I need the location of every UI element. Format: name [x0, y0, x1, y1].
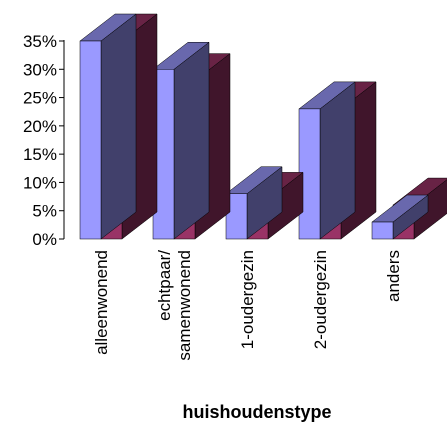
bar-front	[225, 193, 248, 240]
bars-group	[79, 13, 447, 240]
y-tick-label: 0%	[32, 230, 57, 249]
bar	[298, 81, 356, 240]
x-category-label: alleenwonend	[92, 250, 111, 355]
y-tick-label: 25%	[23, 89, 57, 108]
bar-side	[319, 81, 356, 240]
bar-front	[371, 221, 394, 240]
x-axis-title: huishoudenstype	[182, 402, 331, 422]
bar	[225, 166, 283, 240]
category-labels-group: alleenwonend echtpaar/samenwonend 1-ouderg…	[92, 250, 403, 361]
x-category-label: echtpaar/samenwonend	[155, 250, 194, 361]
bar-side	[100, 13, 137, 240]
x-category-label: anders	[384, 250, 403, 302]
y-tick-label: 5%	[32, 202, 57, 221]
y-tick-label: 35%	[23, 32, 57, 51]
x-category-label: 1-oudergezin	[238, 250, 257, 349]
bar	[371, 194, 429, 240]
bar	[152, 41, 210, 240]
y-tick-label: 15%	[23, 145, 57, 164]
y-tick-label: 20%	[23, 117, 57, 136]
x-category-label: 2-oudergezin	[311, 250, 330, 349]
y-tick-label: 30%	[23, 60, 57, 79]
y-tick-label: 10%	[23, 173, 57, 192]
axis-group: 0% 5% 10% 15% 20% 25% 30% 35%	[23, 32, 65, 249]
bar-front	[79, 40, 102, 240]
bar-side	[173, 41, 210, 240]
bar	[79, 13, 137, 240]
